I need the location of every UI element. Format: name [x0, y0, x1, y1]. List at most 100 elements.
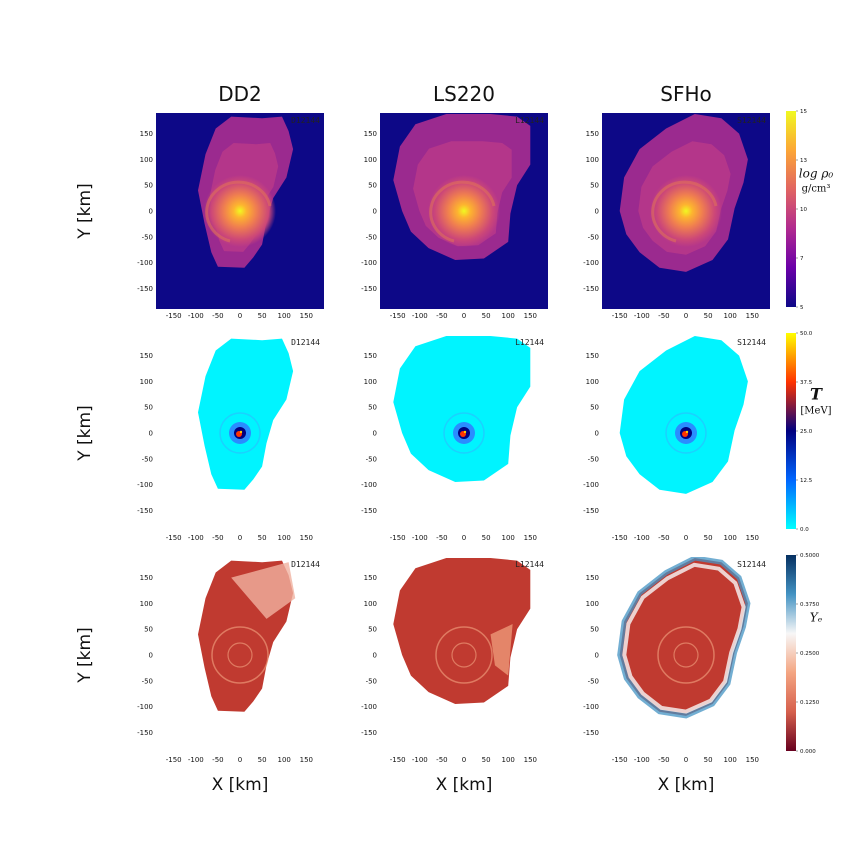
high-ye-region	[231, 562, 296, 619]
x-tick-label: 100	[724, 534, 737, 542]
panel-r3-c3: S12144	[617, 557, 766, 719]
x-tick-label: 150	[524, 756, 537, 764]
x-tick-label: -100	[634, 534, 650, 542]
x-axis-label: X [km]	[658, 775, 715, 795]
run-label: L12144	[515, 116, 544, 125]
hot-spot	[239, 430, 243, 434]
y-tick-label: -50	[366, 455, 377, 463]
x-tick-label: 0	[684, 534, 688, 542]
colorbar-unit: [MeV]	[800, 406, 831, 417]
panel-r3-c1: D12144	[198, 560, 320, 712]
y-tick-label: 100	[586, 600, 599, 608]
colorbar-tick-label: 0.000	[800, 749, 816, 755]
x-tick-label: 150	[746, 756, 759, 764]
y-tick-label: -150	[137, 507, 153, 515]
spiral-arm	[665, 412, 707, 454]
x-tick-label: 0	[238, 312, 242, 320]
y-tick-label: 50	[368, 626, 377, 634]
y-tick-label: 50	[144, 404, 153, 412]
y-tick-label: 50	[368, 182, 377, 190]
y-tick-label: 0	[149, 652, 153, 660]
x-tick-label: 150	[746, 534, 759, 542]
x-tick-label: -150	[390, 312, 406, 320]
x-tick-label: -50	[658, 534, 669, 542]
y-tick-label: 50	[590, 182, 599, 190]
x-tick-label: 150	[300, 756, 313, 764]
x-tick-label: -150	[612, 312, 628, 320]
y-tick-label: 150	[140, 574, 153, 582]
x-tick-label: -100	[412, 756, 428, 764]
y-tick-label: 50	[368, 404, 377, 412]
run-label: D12144	[291, 560, 320, 569]
x-tick-label: -50	[212, 534, 223, 542]
x-tick-label: 100	[502, 312, 515, 320]
colorbar-tick-label: 13	[800, 158, 807, 164]
y-tick-label: 0	[595, 208, 599, 216]
spiral-arm	[443, 412, 485, 454]
y-axis-label: Y [km]	[75, 183, 95, 239]
y-tick-label: 100	[586, 378, 599, 386]
high-ye-region	[490, 624, 513, 676]
x-tick-label: 50	[482, 534, 491, 542]
x-tick-label: 50	[704, 756, 713, 764]
y-tick-label: -150	[137, 729, 153, 737]
panel-r3-c2: L12144	[393, 558, 544, 704]
spiral-arm	[429, 180, 496, 243]
y-tick-label: 150	[364, 352, 377, 360]
x-tick-label: 100	[724, 756, 737, 764]
high-ye-rim	[617, 557, 751, 719]
y-tick-label: 150	[586, 352, 599, 360]
spiral-arm	[205, 180, 272, 243]
y-tick-label: 150	[586, 574, 599, 582]
colorbar-tick-label: 0.2500	[800, 651, 820, 657]
y-tick-label: 100	[140, 600, 153, 608]
x-tick-label: 50	[482, 312, 491, 320]
x-tick-label: -50	[658, 312, 669, 320]
x-tick-label: -100	[188, 534, 204, 542]
spiral-arm	[673, 642, 699, 668]
x-tick-label: 150	[524, 534, 537, 542]
spiral-arm	[227, 642, 253, 668]
y-tick-label: -100	[583, 703, 599, 711]
y-tick-label: 100	[140, 156, 153, 164]
run-label: S12144	[737, 116, 766, 125]
x-tick-label: 150	[746, 312, 759, 320]
colorbar-label: T	[810, 385, 823, 404]
y-tick-label: -50	[588, 233, 599, 241]
temperature-envelope	[619, 336, 748, 494]
x-tick-label: -100	[634, 756, 650, 764]
x-tick-label: -150	[166, 756, 182, 764]
colorbar-3	[786, 555, 796, 751]
y-tick-label: -50	[142, 233, 153, 241]
colorbar-tick-label: 0.1250	[800, 700, 820, 706]
y-tick-label: 0	[373, 430, 377, 438]
x-tick-label: 150	[300, 312, 313, 320]
temperature-envelope	[393, 336, 531, 482]
y-tick-label: -100	[137, 481, 153, 489]
colorbar-tick-label: 7	[800, 256, 804, 262]
panel-r2-c2: L12144	[393, 336, 544, 482]
x-tick-label: 0	[238, 534, 242, 542]
y-tick-label: -150	[361, 729, 377, 737]
x-axis-label: X [km]	[212, 775, 269, 795]
colorbar-tick-label: 15	[800, 109, 807, 115]
y-tick-label: -100	[361, 259, 377, 267]
x-tick-label: -50	[436, 312, 447, 320]
y-axis-label: Y [km]	[75, 627, 95, 683]
y-tick-label: -150	[361, 507, 377, 515]
spiral-arm	[219, 412, 261, 454]
x-tick-label: 50	[258, 534, 267, 542]
y-tick-label: 0	[595, 652, 599, 660]
x-tick-label: 100	[502, 534, 515, 542]
x-tick-label: -150	[612, 756, 628, 764]
y-tick-label: 100	[140, 378, 153, 386]
x-tick-label: 0	[684, 312, 688, 320]
y-tick-label: -50	[588, 677, 599, 685]
x-tick-label: 100	[278, 756, 291, 764]
run-label: S12144	[737, 338, 766, 347]
colorbar-tick-label: 0.0	[800, 527, 809, 533]
y-tick-label: 100	[364, 600, 377, 608]
y-tick-label: -100	[361, 703, 377, 711]
x-tick-label: 50	[258, 756, 267, 764]
x-tick-label: 0	[462, 312, 466, 320]
